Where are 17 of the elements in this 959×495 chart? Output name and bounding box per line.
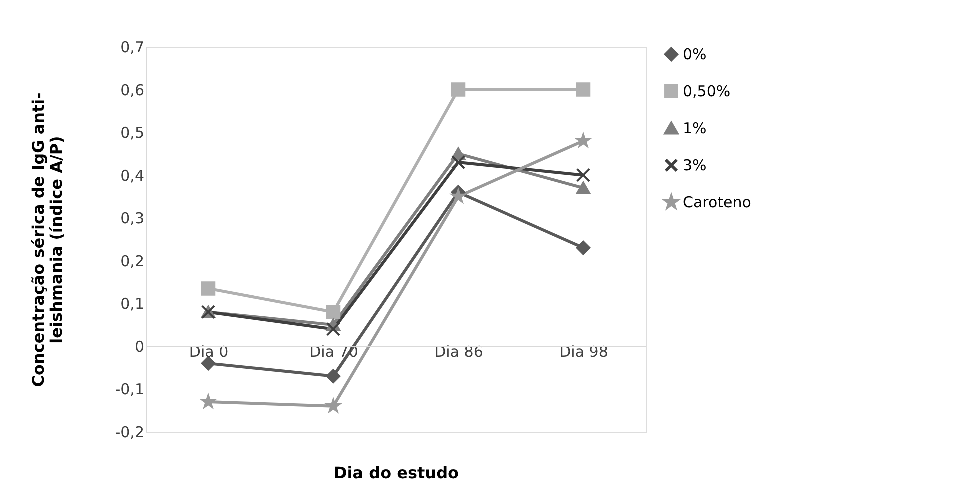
y-tick-label: 0,6 <box>120 81 144 100</box>
legend-label: Caroteno <box>683 194 752 212</box>
y-tick-label: 0,5 <box>120 124 144 142</box>
y-axis-title: Concentração sérica de IgG anti- leishmania (índice A/P) <box>29 92 66 388</box>
legend-label: 0% <box>683 46 707 64</box>
y-tick-label: 0,4 <box>120 166 144 185</box>
y-tick-label: 0,3 <box>120 210 144 228</box>
y-tick-label: 0,1 <box>120 295 144 314</box>
legend-label: 1% <box>683 120 707 138</box>
legend-label: 3% <box>683 156 707 174</box>
x-axis-title: Dia do estudo <box>334 464 460 482</box>
y-tick-label: -0,2 <box>115 424 144 442</box>
y-tick-label: 0,7 <box>120 38 144 56</box>
y-tick-label: 0,2 <box>120 252 144 270</box>
y-tick-label: 0 <box>134 338 144 356</box>
y-tick-label: -0,1 <box>115 380 144 399</box>
legend-label: 0,50% <box>683 82 731 100</box>
